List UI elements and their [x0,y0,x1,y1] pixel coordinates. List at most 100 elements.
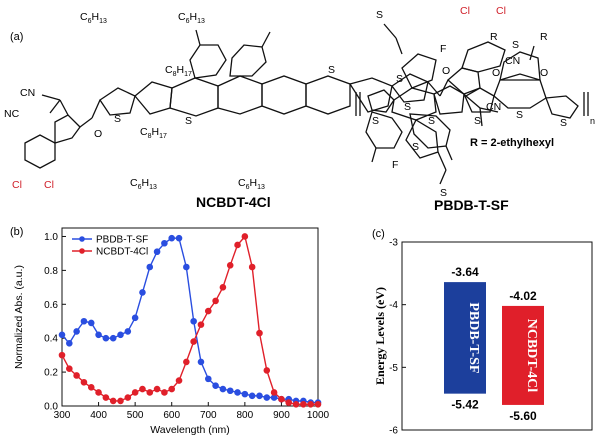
data-point-ncbdt-4cl [131,389,139,396]
data-point-ncbdt-4cl [146,389,154,396]
energy-bar-pbdb-t-sf [444,282,486,394]
data-point-pbdb-t-sf [190,317,197,325]
data-point-pbdb-t-sf [256,392,263,400]
homo-value-pbdb-t-sf: -5.42 [451,398,479,412]
svg-text:S: S [516,109,523,121]
data-point-ncbdt-4cl [95,389,102,396]
data-point-ncbdt-4cl [248,263,256,271]
data-point-pbdb-t-sf [248,392,256,400]
data-point-pbdb-t-sf [66,339,73,347]
data-point-pbdb-t-sf [139,289,146,296]
energy-tick-label: -5 [389,363,398,374]
series-line-ncbdt-4cl [61,235,318,405]
data-point-pbdb-t-sf [183,263,190,271]
data-point-pbdb-t-sf [226,387,234,395]
svg-text:F: F [440,43,446,55]
svg-text:S: S [114,113,121,125]
panel-label-a: (a) [10,31,23,43]
legend-marker-pbdb-t-sf [79,236,85,242]
energy-frame [401,241,593,431]
lumo-value-ncbdt-4cl: -4.02 [509,289,537,303]
pbdb-t-sf-labels: S F S S S S S S S R R O O S F S n [372,9,595,199]
data-point-pbdb-t-sf [95,331,102,339]
svg-text:C6H13: C6H13 [178,11,205,25]
svg-text:S: S [512,39,519,51]
svg-text:CN: CN [505,55,520,67]
data-point-ncbdt-4cl [124,394,132,401]
data-point-ncbdt-4cl [73,372,80,379]
data-point-ncbdt-4cl [212,297,219,305]
svg-text:O: O [540,67,548,79]
series-line-pbdb-t-sf [61,237,318,404]
svg-text:CN: CN [20,87,35,99]
energy-level-diagram: (c) -6 -5 -4 -3 PBDB-T-SF -3.64 -5.42 NCBDT-4C… [372,228,593,436]
data-point-ncbdt-4cl [197,321,205,328]
svg-text:O: O [442,65,450,77]
energy-bar-ncbdt-4cl [502,305,544,405]
data-point-pbdb-t-sf [234,389,241,396]
svg-text:Cl: Cl [12,179,22,191]
svg-text:R: R [490,31,498,43]
data-point-ncbdt-4cl [241,233,249,240]
x-axis-label: Wavelength (nm) [150,424,230,436]
x-tick-label: 600 [163,410,180,421]
y-axis: 0.0 0.2 0.4 0.6 0.8 1.0 [44,232,66,413]
y-axis-label: Normalized Abs. (a.u.) [13,265,25,369]
data-point-pbdb-t-sf [263,394,271,401]
svg-text:S: S [372,115,379,127]
y-tick-label: 0.4 [44,334,58,345]
data-point-ncbdt-4cl [87,384,95,391]
data-point-pbdb-t-sf [109,334,117,342]
svg-text:CN: CN [486,101,501,113]
panel-label-b: (b) [10,226,23,238]
legend-label-pbdb-t-sf: PBDB-T-SF [96,235,148,246]
r-definition: R = 2-ethylhexyl [470,137,554,149]
legend-label-ncbdt-4cl: NCBDT-4Cl [96,247,148,258]
svg-text:NC: NC [4,108,20,120]
lumo-value-pbdb-t-sf: -3.64 [451,265,479,279]
ncbdt-4cl-labels: C6H13 C6H13 C8H17 C8H17 C6H13 C6H13 Cl C… [4,5,520,191]
x-tick-label: 1000 [307,410,330,421]
legend-marker-ncbdt-4cl [79,248,85,254]
molecular-structures-panel: (a) [4,5,595,213]
data-point-pbdb-t-sf [117,331,124,339]
data-point-pbdb-t-sf [124,328,132,335]
energy-tick-label: -3 [389,238,398,249]
data-point-ncbdt-4cl [102,394,110,401]
svg-text:S: S [396,73,403,85]
energy-bars: PBDB-T-SF -3.64 -5.42 NCBDT-4Cl -4.02 -5.60 [444,265,544,423]
data-point-ncbdt-4cl [168,385,176,393]
data-point-pbdb-t-sf [161,239,168,247]
svg-text:Cl: Cl [460,5,470,17]
data-point-ncbdt-4cl [58,351,66,359]
pbdb-t-sf-name: PBDB-T-SF [434,197,509,213]
data-point-ncbdt-4cl [278,395,285,403]
x-tick-label: 300 [54,410,71,421]
data-point-ncbdt-4cl [219,284,227,291]
energy-bar-label-pbdb-t-sf: PBDB-T-SF [466,302,481,373]
homo-value-ncbdt-4cl: -5.60 [509,409,537,423]
y-tick-label: 0.8 [44,266,58,277]
data-point-ncbdt-4cl [204,307,212,315]
data-point-ncbdt-4cl [234,241,241,249]
data-point-ncbdt-4cl [190,338,197,345]
data-point-pbdb-t-sf [73,328,80,335]
svg-text:C8H17: C8H17 [140,126,167,140]
svg-text:C6H13: C6H13 [238,177,265,191]
energy-bar-label-ncbdt-4cl: NCBDT-4Cl [524,319,539,392]
y-tick-label: 1.0 [44,232,58,243]
y-tick-label: 0.6 [44,300,58,311]
data-point-ncbdt-4cl [300,401,307,408]
svg-text:C6H13: C6H13 [130,177,157,191]
data-point-pbdb-t-sf [153,248,161,256]
svg-text:S: S [428,115,435,127]
svg-text:O: O [94,128,102,140]
data-point-ncbdt-4cl [292,401,300,408]
svg-text:R: R [540,31,548,43]
series-layer [58,233,322,408]
data-point-ncbdt-4cl [270,389,278,396]
x-tick-label: 500 [127,410,144,421]
data-point-pbdb-t-sf [102,334,110,342]
